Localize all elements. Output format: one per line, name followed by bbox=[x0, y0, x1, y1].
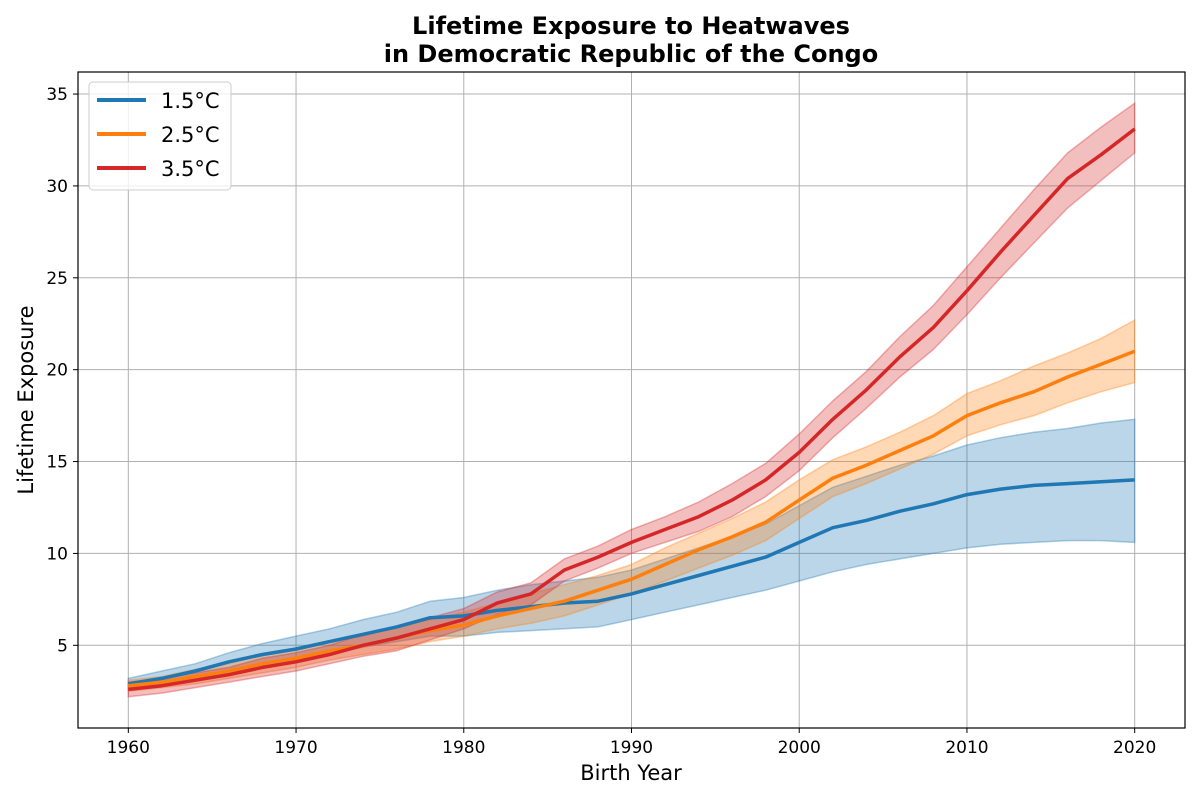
x-tick-label-2010: 2010 bbox=[945, 738, 988, 758]
band-1-5-C bbox=[127, 418, 1136, 691]
y-tick-label-15: 15 bbox=[46, 453, 68, 473]
chart-title-line-1: Lifetime Exposure to Heatwaves bbox=[412, 12, 850, 40]
y-tick-label-20: 20 bbox=[46, 361, 68, 381]
series-line-1-5-C bbox=[128, 478, 1135, 686]
y-tick-label-25: 25 bbox=[46, 269, 68, 289]
x-tick-label-2000: 2000 bbox=[778, 738, 821, 758]
y-tick-label-5: 5 bbox=[57, 636, 68, 656]
x-axis-label: Birth Year bbox=[580, 761, 682, 785]
y-axis-ticks: 5 10 15 20 25 30 35 bbox=[46, 85, 78, 656]
uncertainty-bands bbox=[127, 101, 1136, 698]
legend: 1.5°C 2.5°C 3.5°C bbox=[88, 81, 232, 191]
legend-label-2-5-C: 2.5°C bbox=[161, 123, 220, 147]
series-lines bbox=[128, 127, 1136, 692]
x-tick-label-1970: 1970 bbox=[274, 738, 317, 758]
x-tick-label-1960: 1960 bbox=[107, 738, 150, 758]
x-tick-label-1990: 1990 bbox=[610, 738, 653, 758]
x-tick-label-2020: 2020 bbox=[1113, 738, 1156, 758]
legend-label-3-5-C: 3.5°C bbox=[161, 157, 220, 181]
y-tick-label-30: 30 bbox=[46, 177, 68, 197]
series-line-3-5-C bbox=[128, 127, 1136, 692]
y-axis-label: Lifetime Exposure bbox=[14, 305, 38, 494]
band-3-5-C bbox=[127, 101, 1136, 698]
legend-label-1-5-C: 1.5°C bbox=[161, 89, 220, 113]
x-tick-label-1980: 1980 bbox=[442, 738, 485, 758]
grid bbox=[78, 72, 1185, 728]
y-tick-label-10: 10 bbox=[46, 544, 68, 564]
band-2-5-C bbox=[127, 318, 1136, 693]
chart-title-line-2: in Democratic Republic of the Congo bbox=[384, 40, 878, 68]
legend-box bbox=[88, 81, 232, 191]
series-line-2-5-C bbox=[128, 349, 1136, 688]
x-axis-ticks: 1960 1970 1980 1990 2000 2010 2020 bbox=[107, 728, 1156, 758]
y-tick-label-35: 35 bbox=[46, 85, 68, 105]
